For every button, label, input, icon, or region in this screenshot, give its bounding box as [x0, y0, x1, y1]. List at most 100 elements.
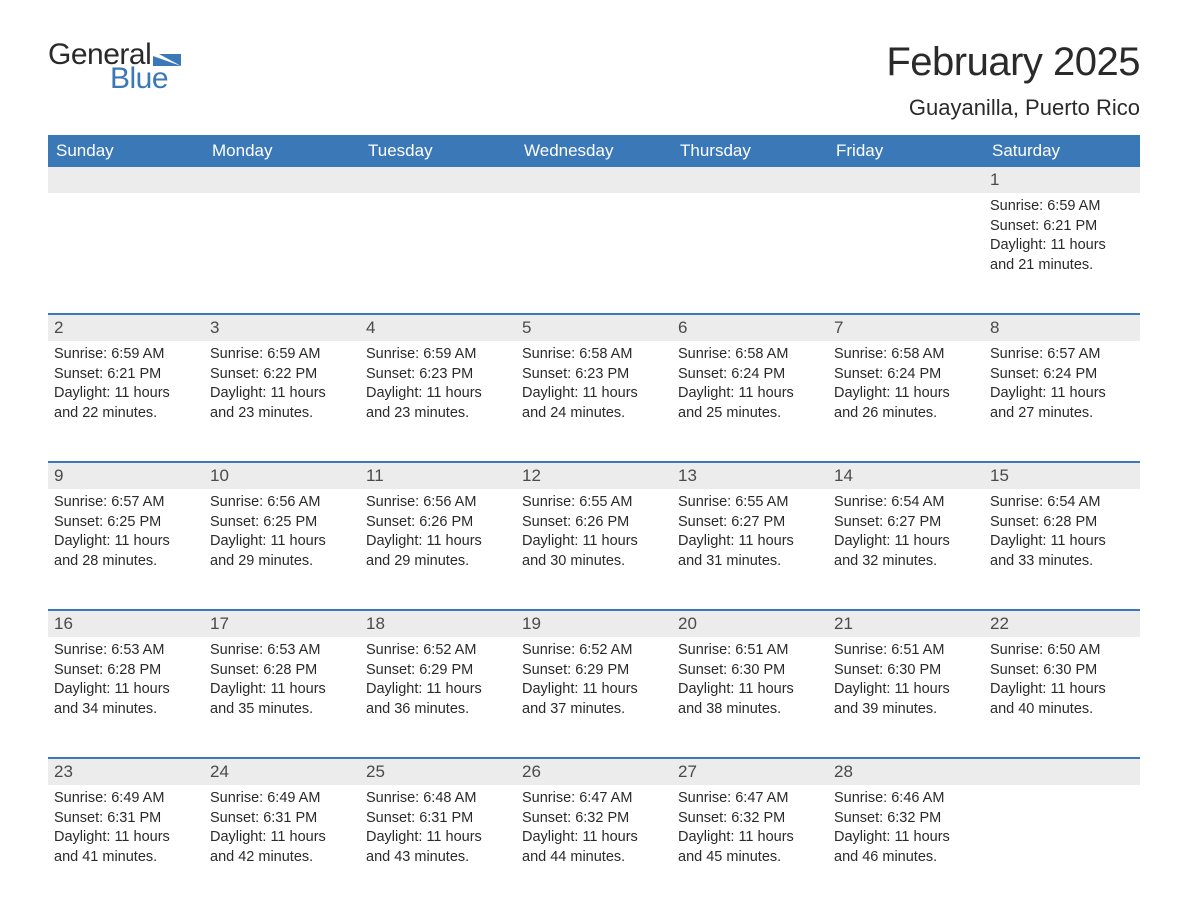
daylight-text: Daylight: 11 hours and 37 minutes. [522, 680, 666, 719]
day-cell: Sunrise: 6:59 AMSunset: 6:21 PMDaylight:… [984, 193, 1140, 289]
sunset-text: Sunset: 6:21 PM [990, 217, 1134, 237]
sunrise-text: Sunrise: 6:52 AM [522, 641, 666, 661]
daylight-text: Daylight: 11 hours and 25 minutes. [678, 384, 822, 423]
sunset-text: Sunset: 6:23 PM [522, 365, 666, 385]
day-cell: Sunrise: 6:56 AMSunset: 6:25 PMDaylight:… [204, 489, 360, 585]
sunset-text: Sunset: 6:31 PM [54, 809, 198, 829]
sunrise-text: Sunrise: 6:48 AM [366, 789, 510, 809]
day-cell [672, 193, 828, 289]
week-row: 1Sunrise: 6:59 AMSunset: 6:21 PMDaylight… [48, 167, 1140, 289]
daylight-text: Daylight: 11 hours and 30 minutes. [522, 532, 666, 571]
day-cell [48, 193, 204, 289]
day-number: 20 [672, 611, 828, 637]
sunset-text: Sunset: 6:31 PM [210, 809, 354, 829]
day-cell: Sunrise: 6:57 AMSunset: 6:24 PMDaylight:… [984, 341, 1140, 437]
daylight-text: Daylight: 11 hours and 29 minutes. [210, 532, 354, 571]
day-cell: Sunrise: 6:55 AMSunset: 6:27 PMDaylight:… [672, 489, 828, 585]
days-of-week-header: Sunday Monday Tuesday Wednesday Thursday… [48, 135, 1140, 167]
dow-thursday: Thursday [672, 135, 828, 167]
day-cell: Sunrise: 6:50 AMSunset: 6:30 PMDaylight:… [984, 637, 1140, 733]
day-cell [360, 193, 516, 289]
dow-sunday: Sunday [48, 135, 204, 167]
sunset-text: Sunset: 6:30 PM [990, 661, 1134, 681]
sunrise-text: Sunrise: 6:59 AM [210, 345, 354, 365]
sunrise-text: Sunrise: 6:47 AM [678, 789, 822, 809]
daylight-text: Daylight: 11 hours and 36 minutes. [366, 680, 510, 719]
sunrise-text: Sunrise: 6:47 AM [522, 789, 666, 809]
sunrise-text: Sunrise: 6:58 AM [678, 345, 822, 365]
daylight-text: Daylight: 11 hours and 35 minutes. [210, 680, 354, 719]
sunset-text: Sunset: 6:31 PM [366, 809, 510, 829]
sunset-text: Sunset: 6:29 PM [366, 661, 510, 681]
day-cell: Sunrise: 6:49 AMSunset: 6:31 PMDaylight:… [204, 785, 360, 881]
daylight-text: Daylight: 11 hours and 42 minutes. [210, 828, 354, 867]
day-number: 11 [360, 463, 516, 489]
dow-tuesday: Tuesday [360, 135, 516, 167]
sunrise-text: Sunrise: 6:46 AM [834, 789, 978, 809]
day-cell: Sunrise: 6:46 AMSunset: 6:32 PMDaylight:… [828, 785, 984, 881]
sunset-text: Sunset: 6:25 PM [210, 513, 354, 533]
sunrise-text: Sunrise: 6:59 AM [990, 197, 1134, 217]
logo: General Blue [48, 40, 187, 94]
sunset-text: Sunset: 6:24 PM [990, 365, 1134, 385]
sunset-text: Sunset: 6:22 PM [210, 365, 354, 385]
sunset-text: Sunset: 6:28 PM [54, 661, 198, 681]
daylight-text: Daylight: 11 hours and 22 minutes. [54, 384, 198, 423]
daylight-text: Daylight: 11 hours and 24 minutes. [522, 384, 666, 423]
sunrise-text: Sunrise: 6:51 AM [834, 641, 978, 661]
day-number: 3 [204, 315, 360, 341]
day-number: 4 [360, 315, 516, 341]
day-number: 1 [984, 167, 1140, 193]
daylight-text: Daylight: 11 hours and 40 minutes. [990, 680, 1134, 719]
day-number: 2 [48, 315, 204, 341]
day-number: 7 [828, 315, 984, 341]
week-row: 16171819202122Sunrise: 6:53 AMSunset: 6:… [48, 609, 1140, 733]
day-number [360, 167, 516, 193]
daylight-text: Daylight: 11 hours and 32 minutes. [834, 532, 978, 571]
sunset-text: Sunset: 6:32 PM [678, 809, 822, 829]
sunrise-text: Sunrise: 6:56 AM [210, 493, 354, 513]
sunrise-text: Sunrise: 6:49 AM [54, 789, 198, 809]
calendar: Sunday Monday Tuesday Wednesday Thursday… [48, 135, 1140, 881]
week-row: 232425262728Sunrise: 6:49 AMSunset: 6:31… [48, 757, 1140, 881]
daylight-text: Daylight: 11 hours and 41 minutes. [54, 828, 198, 867]
day-cell: Sunrise: 6:51 AMSunset: 6:30 PMDaylight:… [828, 637, 984, 733]
sunrise-text: Sunrise: 6:49 AM [210, 789, 354, 809]
daylight-text: Daylight: 11 hours and 43 minutes. [366, 828, 510, 867]
sunrise-text: Sunrise: 6:53 AM [210, 641, 354, 661]
sunrise-text: Sunrise: 6:58 AM [522, 345, 666, 365]
week-row: 9101112131415Sunrise: 6:57 AMSunset: 6:2… [48, 461, 1140, 585]
daylight-text: Daylight: 11 hours and 33 minutes. [990, 532, 1134, 571]
sunrise-text: Sunrise: 6:55 AM [522, 493, 666, 513]
day-number-band: 9101112131415 [48, 463, 1140, 489]
day-number: 12 [516, 463, 672, 489]
day-number: 28 [828, 759, 984, 785]
day-number: 23 [48, 759, 204, 785]
sunrise-text: Sunrise: 6:54 AM [990, 493, 1134, 513]
sunrise-text: Sunrise: 6:50 AM [990, 641, 1134, 661]
sunset-text: Sunset: 6:27 PM [678, 513, 822, 533]
daylight-text: Daylight: 11 hours and 38 minutes. [678, 680, 822, 719]
daylight-text: Daylight: 11 hours and 28 minutes. [54, 532, 198, 571]
sunset-text: Sunset: 6:29 PM [522, 661, 666, 681]
day-number: 18 [360, 611, 516, 637]
day-cell: Sunrise: 6:53 AMSunset: 6:28 PMDaylight:… [204, 637, 360, 733]
day-number [672, 167, 828, 193]
day-number: 13 [672, 463, 828, 489]
day-cell [516, 193, 672, 289]
daylight-text: Daylight: 11 hours and 46 minutes. [834, 828, 978, 867]
weeks-container: 1Sunrise: 6:59 AMSunset: 6:21 PMDaylight… [48, 167, 1140, 881]
sunrise-text: Sunrise: 6:53 AM [54, 641, 198, 661]
day-cell: Sunrise: 6:58 AMSunset: 6:24 PMDaylight:… [828, 341, 984, 437]
day-cell: Sunrise: 6:59 AMSunset: 6:22 PMDaylight:… [204, 341, 360, 437]
sunrise-text: Sunrise: 6:57 AM [990, 345, 1134, 365]
day-cell: Sunrise: 6:58 AMSunset: 6:24 PMDaylight:… [672, 341, 828, 437]
sunrise-text: Sunrise: 6:58 AM [834, 345, 978, 365]
day-number: 24 [204, 759, 360, 785]
day-cell: Sunrise: 6:51 AMSunset: 6:30 PMDaylight:… [672, 637, 828, 733]
daylight-text: Daylight: 11 hours and 21 minutes. [990, 236, 1134, 275]
daylight-text: Daylight: 11 hours and 31 minutes. [678, 532, 822, 571]
sunrise-text: Sunrise: 6:59 AM [366, 345, 510, 365]
dow-monday: Monday [204, 135, 360, 167]
sunset-text: Sunset: 6:32 PM [522, 809, 666, 829]
